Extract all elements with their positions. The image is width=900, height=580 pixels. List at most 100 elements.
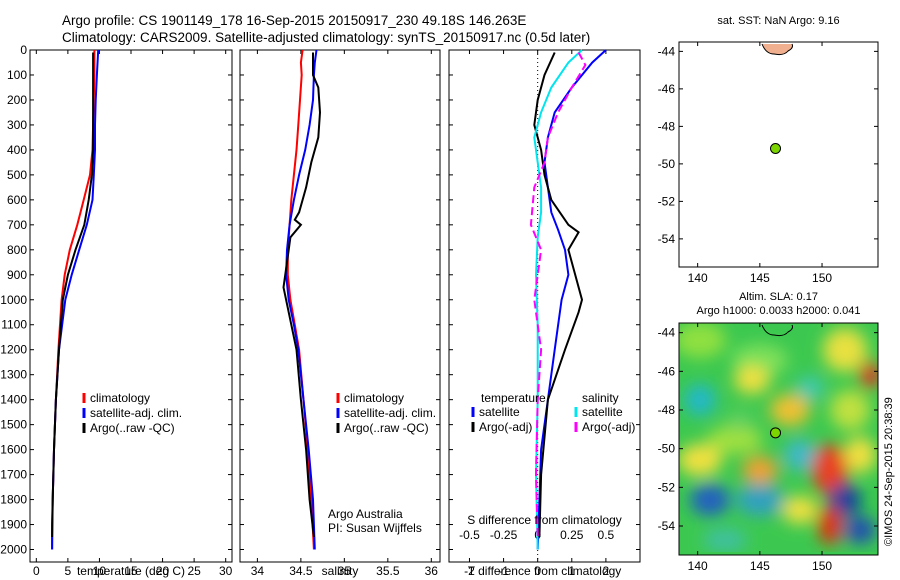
- float-marker: [770, 427, 782, 439]
- plot-title-line1: Argo profile: CS 1901149_178 16-Sep-2015…: [62, 13, 527, 28]
- x-tick-label: 2: [603, 564, 610, 578]
- sla-blob: [830, 390, 870, 430]
- sla-blobs: [679, 323, 878, 552]
- sla-blob: [829, 484, 861, 516]
- legend-label: climatology: [344, 391, 404, 405]
- y-tick-label: -46: [658, 82, 676, 96]
- x-tick-label: 34.5: [289, 564, 313, 578]
- x-axis-label-salinity: S difference from climatology: [467, 513, 622, 527]
- legend-label: satellite-adj. clim.: [344, 406, 436, 420]
- x-tick-label: 1: [568, 564, 575, 578]
- y-tick-label: -44: [658, 326, 676, 340]
- plot-frame: [239, 49, 441, 563]
- plot-frame: [678, 322, 879, 556]
- x-tick-label: 145: [750, 559, 770, 573]
- legend-label: Argo(-adj): [479, 420, 532, 434]
- sla-blob: [707, 426, 763, 454]
- x-tick-label: 35: [338, 564, 352, 578]
- y-tick-label: 1700: [0, 468, 27, 482]
- sla-blob: [823, 328, 867, 372]
- y-tick-label: -54: [658, 232, 676, 246]
- y-tick-label: 200: [7, 93, 27, 107]
- sla-heatmap: [679, 323, 878, 555]
- legend-label: satellite: [479, 405, 520, 419]
- y-tick-label: 1000: [0, 293, 27, 307]
- coastline: [761, 324, 794, 337]
- y-tick-label: -50: [658, 442, 676, 456]
- x-axis-label: temperature (deg C): [77, 564, 185, 578]
- y-tick-label: -48: [658, 119, 676, 133]
- y-tick-label: 2000: [0, 543, 27, 557]
- series-line-climatology: [51, 50, 96, 550]
- series-line-temperature-argo-adj-: [533, 52, 584, 538]
- plot-frame: [678, 41, 879, 268]
- x-tick-label: 36: [425, 564, 439, 578]
- y-tick-label: -44: [658, 44, 676, 58]
- sla-blob: [860, 361, 878, 389]
- sla-blob: [784, 439, 816, 471]
- x-tick-label: 5: [65, 564, 72, 578]
- y-tick-label: 700: [7, 218, 27, 232]
- sla-blob: [770, 394, 810, 426]
- s-tick-label: -0.5: [459, 528, 480, 542]
- series-line-satellite-adj-clim-: [51, 49, 100, 550]
- annotation-pi: PI: Susan Wijffels: [328, 521, 422, 535]
- legend-title-temperature: temperature: [481, 391, 546, 405]
- float-marker: [770, 143, 782, 154]
- y-tick-label: 100: [7, 68, 27, 82]
- y-tick-label: 1200: [0, 343, 27, 357]
- x-tick-label: -2: [464, 564, 475, 578]
- sla-blob: [703, 528, 747, 552]
- y-tick-label: 600: [7, 193, 27, 207]
- series-line-argo-raw-qc-: [282, 52, 322, 538]
- legend-label: satellite-adj. clim.: [90, 406, 182, 420]
- y-tick-label: -48: [658, 403, 676, 417]
- y-tick-label: -54: [658, 519, 676, 533]
- x-tick-label: 150: [812, 559, 832, 573]
- annotation-argo-australia: Argo Australia: [328, 507, 403, 521]
- x-tick-label: 25: [187, 564, 201, 578]
- y-tick-label: 300: [7, 118, 27, 132]
- x-axis-label: T difference from climatology: [468, 564, 622, 578]
- legend-label: Argo(..raw -QC): [344, 421, 429, 435]
- x-tick-label: 30: [219, 564, 233, 578]
- y-tick-label: 0: [20, 43, 27, 57]
- plot-title-line2: Climatology: CARS2009. Satellite-adjuste…: [62, 30, 591, 45]
- y-tick-label: -50: [658, 157, 676, 171]
- plot-frame: [448, 49, 641, 563]
- y-tick-label: 1100: [1, 318, 27, 332]
- y-tick-label: 1900: [0, 518, 27, 532]
- y-tick-label: 1400: [0, 393, 27, 407]
- map-title: sat. SST: NaN Argo: 9.16: [717, 15, 839, 27]
- sla-blob: [796, 376, 824, 400]
- x-tick-label: 34: [251, 564, 265, 578]
- x-tick-label: 0: [534, 564, 541, 578]
- x-tick-label: 15: [124, 564, 138, 578]
- sla-blob: [736, 484, 784, 516]
- series-line-satellite-adj-clim-: [285, 49, 318, 550]
- legend-label: satellite: [582, 405, 623, 419]
- imos-watermark: ©IMOS 24-Sep-2015 20:38:39: [883, 397, 895, 546]
- legend-label: climatology: [90, 391, 150, 405]
- s-tick-label: 0.5: [598, 528, 615, 542]
- y-tick-label: 1600: [0, 443, 27, 457]
- sla-blob: [679, 323, 726, 358]
- series-line-argo-raw-qc-: [51, 52, 95, 538]
- sla-blob: [782, 496, 818, 524]
- x-axis-label: salinity: [322, 564, 359, 578]
- x-tick-label: 35.5: [376, 564, 400, 578]
- y-tick-label: -52: [658, 194, 676, 208]
- legend-label: Argo(..raw -QC): [90, 421, 175, 435]
- legend-label: Argo(-adj): [582, 420, 635, 434]
- y-tick-label: 500: [7, 168, 27, 182]
- sla-blob: [844, 516, 876, 544]
- s-tick-label: 0.25: [560, 528, 584, 542]
- sla-blob: [812, 444, 848, 496]
- series-line-salinity-argo-adj-: [529, 52, 587, 538]
- y-tick-label: 1800: [0, 493, 27, 507]
- x-tick-label: 140: [688, 271, 708, 285]
- sla-blob: [734, 366, 770, 394]
- sla-blob: [742, 456, 778, 484]
- y-tick-label: 800: [7, 243, 27, 257]
